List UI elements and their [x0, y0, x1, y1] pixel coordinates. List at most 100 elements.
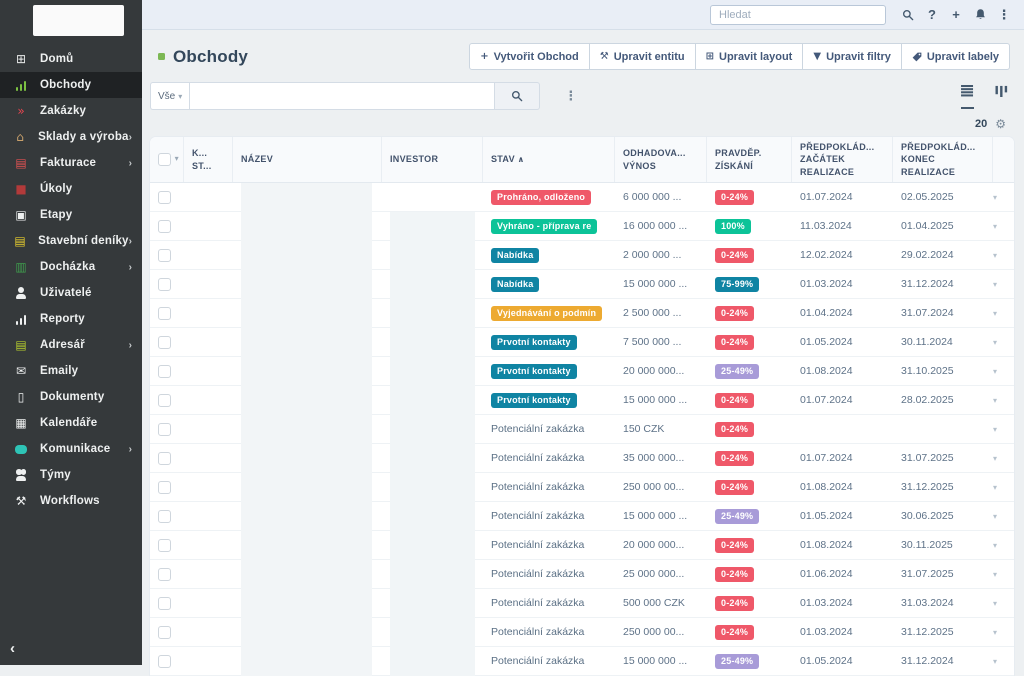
row-checkbox[interactable]: [158, 596, 171, 610]
select-all-checkbox[interactable]: [158, 153, 171, 166]
column-header-odhadovany-vynos[interactable]: ODHADOVA... VÝNOS: [615, 137, 707, 182]
table-row[interactable]: Potenciální zakázka 250 000 00... 0-24% 01.…: [150, 618, 1014, 647]
row-menu-caret[interactable]: ▾: [993, 337, 998, 347]
row-menu-caret[interactable]: ▾: [993, 598, 998, 608]
row-menu-caret[interactable]: ▾: [993, 424, 998, 434]
row-menu-caret[interactable]: ▾: [993, 511, 998, 521]
gear-icon[interactable]: ⚙: [995, 117, 1006, 131]
sidebar-item-obchody[interactable]: Obchody: [0, 72, 142, 98]
table-row[interactable]: Potenciální zakázka 500 000 CZK 0-24% 01.03…: [150, 589, 1014, 618]
table-row[interactable]: Potenciální zakázka 25 000 000... 0-24% 01.…: [150, 560, 1014, 589]
sidebar-item-komunikace[interactable]: Komunikace ›: [0, 436, 142, 462]
row-menu-caret[interactable]: ▾: [993, 308, 998, 318]
row-menu-caret[interactable]: ▾: [993, 627, 998, 637]
list-view-icon[interactable]: [961, 84, 974, 109]
sidebar-item-emaily[interactable]: ✉ Emaily: [0, 358, 142, 384]
sidebar-item-etapy[interactable]: ▣ Etapy: [0, 202, 142, 228]
row-menu-caret[interactable]: ▾: [993, 569, 998, 579]
sidebar-item-kalendare[interactable]: ▦ Kalendáře: [0, 410, 142, 436]
table-row[interactable]: Prohráno, odloženo 6 000 000 ... 0-24% 01.0…: [150, 183, 1014, 212]
help-icon[interactable]: ?: [928, 7, 936, 22]
kanban-view-icon[interactable]: [995, 84, 1008, 109]
row-menu-caret[interactable]: ▾: [993, 279, 998, 289]
kebab-icon[interactable]: ⋮: [997, 6, 1011, 22]
row-checkbox[interactable]: [158, 277, 171, 291]
row-menu-caret[interactable]: ▾: [993, 453, 998, 463]
vytvorit-obchod-button[interactable]: + Vytvořit Obchod: [469, 43, 590, 70]
row-menu-caret[interactable]: ▾: [993, 540, 998, 550]
search-icon[interactable]: [896, 7, 920, 23]
sidebar-item-sklady-a-vyroba[interactable]: ⌂ Sklady a výroba ›: [0, 124, 142, 150]
sidebar-item-stavebni-deniky[interactable]: ▤ Stavební deníky ›: [0, 228, 142, 254]
row-checkbox[interactable]: [158, 219, 171, 233]
table-row[interactable]: Nabídka 2 000 000 ... 0-24% 12.02.2024 29.02…: [150, 241, 1014, 270]
sidebar-item-zakazky[interactable]: » Zakázky: [0, 98, 142, 124]
row-menu-caret[interactable]: ▾: [993, 192, 998, 202]
upravit-filtry-button[interactable]: ▼ Upravit filtry: [803, 43, 902, 70]
sidebar-item-dochazka[interactable]: ▥ Docházka ›: [0, 254, 142, 280]
row-checkbox[interactable]: [158, 248, 171, 262]
column-header-row-menu[interactable]: [993, 137, 1014, 182]
column-header-select[interactable]: ▾: [150, 137, 184, 182]
sidebar-item-domu[interactable]: ⊞ Domů: [0, 46, 142, 72]
column-header-nazev[interactable]: NÁZEV: [233, 137, 382, 182]
row-menu-caret[interactable]: ▾: [993, 366, 998, 376]
table-row[interactable]: Vyjednávání o podmín 2 500 000 ... 0-24% 01…: [150, 299, 1014, 328]
column-header-key-status[interactable]: K... ST...: [184, 137, 233, 182]
table-row[interactable]: Potenciální zakázka 150 CZK 0-24% ▾: [150, 415, 1014, 444]
row-menu-caret[interactable]: ▾: [993, 482, 998, 492]
list-search-button[interactable]: [495, 82, 541, 110]
table-row[interactable]: Potenciální zakázka 250 000 00... 0-24% 01.…: [150, 473, 1014, 502]
plus-icon[interactable]: +: [952, 7, 960, 22]
sidebar-item-dokumenty[interactable]: ▯ Dokumenty: [0, 384, 142, 410]
table-row[interactable]: Potenciální zakázka 20 000 000... 0-24% 01.…: [150, 531, 1014, 560]
column-header-predpokladany-zacatek[interactable]: PŘEDPOKLÁD... ZAČÁTEK REALIZACE: [792, 137, 893, 182]
column-header-investor[interactable]: INVESTOR: [382, 137, 483, 182]
table-row[interactable]: Prvotní kontakty 15 000 000 ... 0-24% 01.07…: [150, 386, 1014, 415]
table-row[interactable]: Potenciální zakázka 35 000 000... 0-24% 01.…: [150, 444, 1014, 473]
row-menu-caret[interactable]: ▾: [993, 395, 998, 405]
table-row[interactable]: Prvotní kontakty 7 500 000 ... 0-24% 01.05.…: [150, 328, 1014, 357]
row-checkbox[interactable]: [158, 190, 171, 204]
row-checkbox[interactable]: [158, 509, 171, 523]
row-checkbox[interactable]: [158, 393, 171, 407]
sidebar-item-adresar[interactable]: ▤ Adresář ›: [0, 332, 142, 358]
sidebar-item-ukoly[interactable]: ■ Úkoly: [0, 176, 142, 202]
column-header-pravdep-ziskani[interactable]: PRAVDĚP. ZÍSKÁNÍ: [707, 137, 792, 182]
row-menu-caret[interactable]: ▾: [993, 221, 998, 231]
scope-dropdown[interactable]: Vše ▾: [150, 82, 190, 110]
row-checkbox[interactable]: [158, 480, 171, 494]
page-size-value[interactable]: 20: [974, 118, 988, 130]
sidebar-item-uzivatele[interactable]: Uživatelé: [0, 280, 142, 306]
upravit-layout-button[interactable]: ⊞ Upravit layout: [695, 43, 804, 70]
row-checkbox[interactable]: [158, 625, 171, 639]
filter-kebab-icon[interactable]: ⋮: [564, 88, 578, 103]
upravit-labely-button[interactable]: Upravit labely: [901, 43, 1010, 70]
row-menu-caret[interactable]: ▾: [993, 656, 998, 666]
table-row[interactable]: Potenciální zakázka 15 000 000 ... 25-49% 0…: [150, 502, 1014, 531]
row-menu-caret[interactable]: ▾: [993, 250, 998, 260]
row-checkbox[interactable]: [158, 422, 171, 436]
row-checkbox[interactable]: [158, 451, 171, 465]
upravit-entitu-button[interactable]: ⚒ Upravit entitu: [589, 43, 696, 70]
bell-icon[interactable]: [968, 7, 992, 23]
table-row[interactable]: Nabídka 15 000 000 ... 75-99% 01.03.2024 31.…: [150, 270, 1014, 299]
column-header-stav[interactable]: STAV ∧: [483, 137, 615, 182]
row-checkbox[interactable]: [158, 538, 171, 552]
sidebar-item-workflows[interactable]: ⚒ Workflows: [0, 488, 142, 514]
row-checkbox[interactable]: [158, 364, 171, 378]
cell-zacatek: 01.05.2024: [800, 336, 853, 348]
table-row[interactable]: Prvotní kontakty 20 000 000... 25-49% 01.08…: [150, 357, 1014, 386]
row-checkbox[interactable]: [158, 654, 171, 668]
row-checkbox[interactable]: [158, 306, 171, 320]
sidebar-item-tymy[interactable]: Týmy: [0, 462, 142, 488]
list-search-input[interactable]: [189, 82, 496, 110]
sidebar-collapse-icon[interactable]: ‹: [10, 640, 15, 657]
column-header-predpokladany-konec[interactable]: PŘEDPOKLÁD... KONEC REALIZACE: [893, 137, 993, 182]
table-row[interactable]: Vyhráno - příprava re 16 000 000 ... 100% 1…: [150, 212, 1014, 241]
row-checkbox[interactable]: [158, 567, 171, 581]
row-checkbox[interactable]: [158, 335, 171, 349]
sidebar-item-fakturace[interactable]: ▤ Fakturace ›: [0, 150, 142, 176]
global-search-input[interactable]: [710, 4, 886, 25]
sidebar-item-reporty[interactable]: Reporty: [0, 306, 142, 332]
